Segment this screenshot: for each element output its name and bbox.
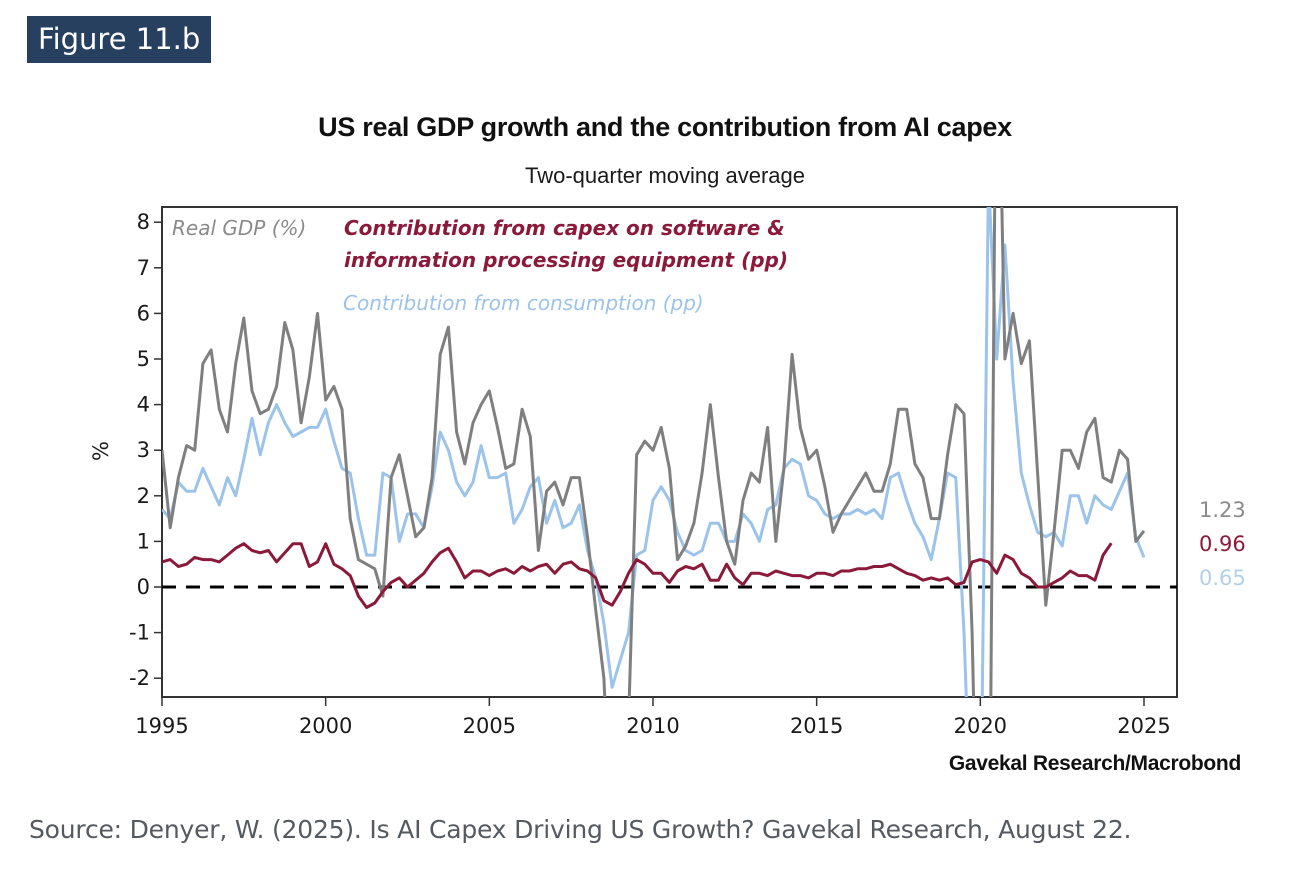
series-line-capex [162,542,1113,609]
x-tick-label: 2010 [626,714,679,738]
legend-gdp: Real GDP (%) [172,216,306,240]
y-tick-label: 5 [137,347,150,371]
y-tick-label: 6 [137,301,150,325]
y-axis: -2 -1 0 1 2 3 4 5 6 7 8 [129,210,162,690]
y-tick-label: 4 [137,393,150,417]
y-tick-label: -2 [129,666,150,690]
x-tick-label: 2005 [463,714,516,738]
chart-attribution: Gavekal Research/Macrobond [948,752,1241,775]
y-tick-label: 2 [137,484,150,508]
y-tick-label: 1 [137,529,150,553]
x-tick-label: 2000 [299,714,352,738]
legend-capex-line2: information processing equipment (pp) [344,248,788,272]
y-axis-label: % [89,441,113,461]
legend-capex-line1: Contribution from capex on software & [344,216,785,240]
series-line-gdp [162,207,1146,697]
source-citation: Source: Denyer, W. (2025). Is AI Capex D… [29,815,1132,844]
chart-subtitle: Two-quarter moving average [524,163,806,188]
end-label-gdp: 1.23 [1199,498,1246,522]
legend-consumption: Contribution from consumption (pp) [343,291,704,315]
y-tick-label: -1 [129,621,150,645]
series-line-consumption [162,207,1146,697]
y-tick-label: 8 [137,210,150,234]
end-label-consumption: 0.65 [1199,566,1246,590]
end-label-capex: 0.96 [1199,532,1246,556]
x-tick-label: 1995 [135,714,188,738]
figure-label-badge: Figure 11.b [27,16,211,63]
y-tick-label: 0 [137,575,150,599]
x-tick-label: 2025 [1117,714,1170,738]
x-tick-label: 2020 [954,714,1007,738]
plot-area-frame [161,206,1178,698]
x-tick-label: 2015 [790,714,843,738]
y-tick-label: 7 [137,256,150,280]
x-axis: 1995 2000 2005 2010 2015 2020 2025 [135,697,1171,738]
y-tick-label: 3 [137,438,150,462]
chart-title: US real GDP growth and the contribution … [318,112,1012,142]
